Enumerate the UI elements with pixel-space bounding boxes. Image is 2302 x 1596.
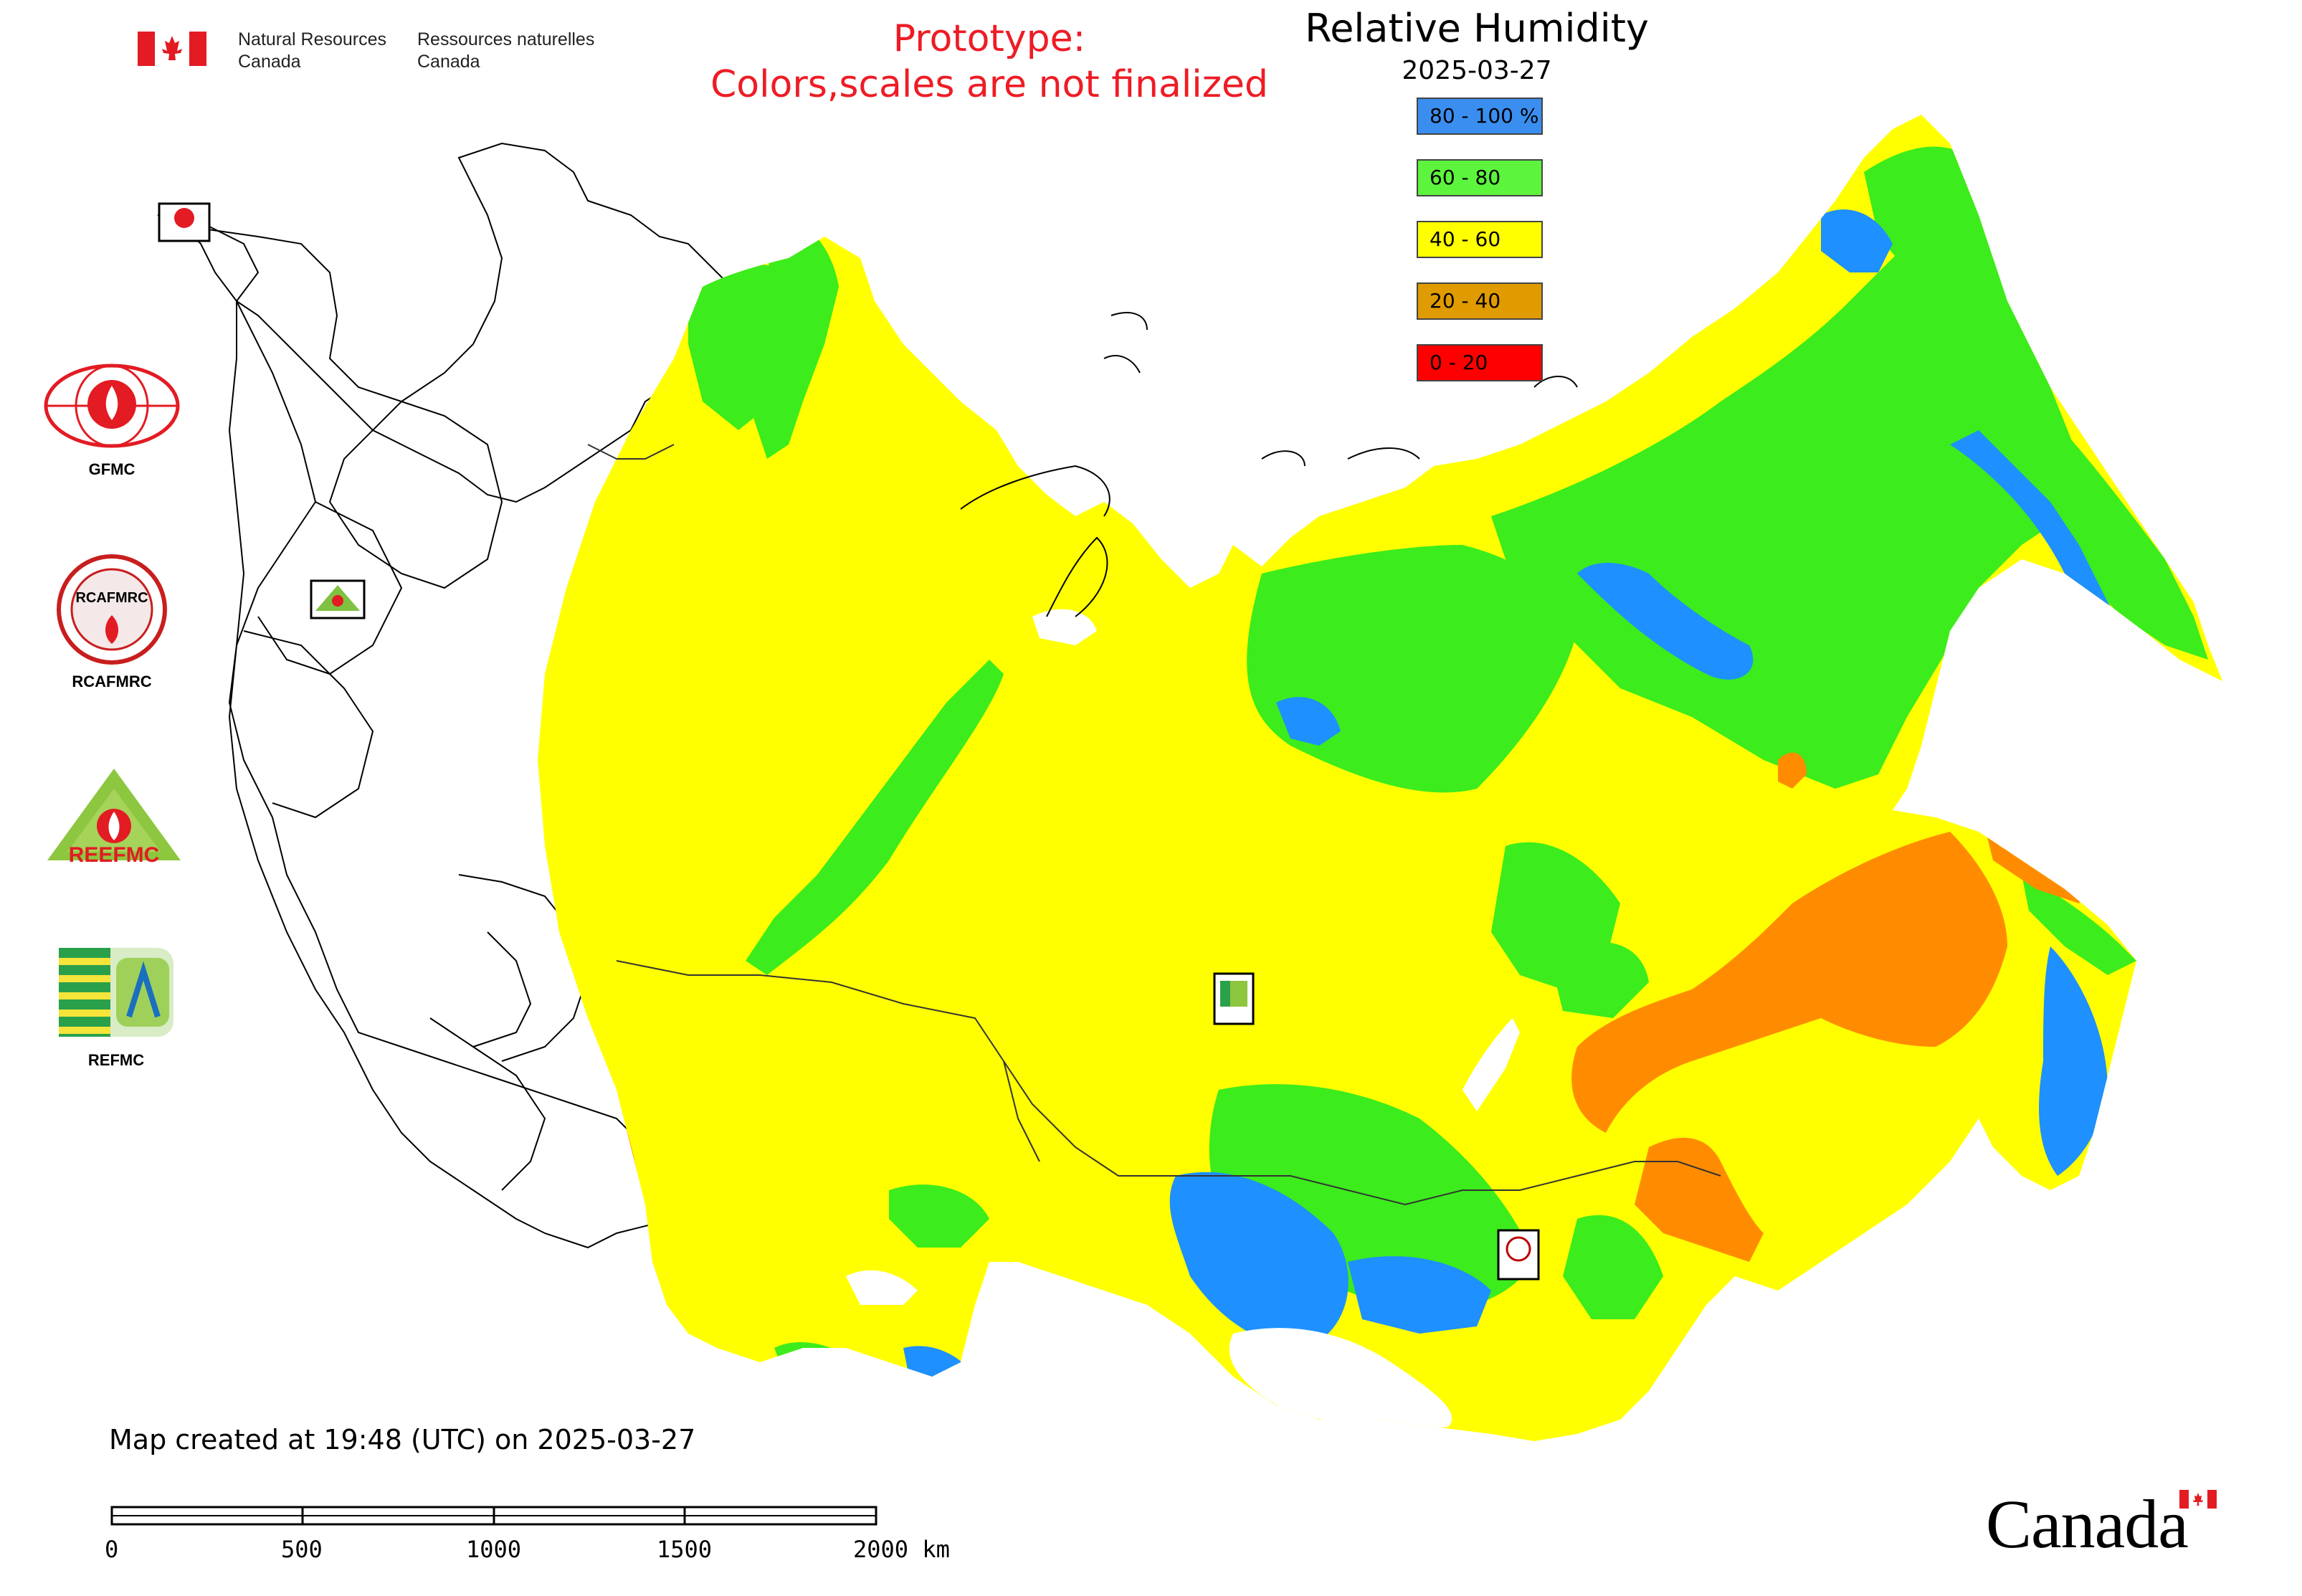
rcafmrc-marker-icon	[1497, 1229, 1540, 1281]
canada-wordmark-text: Canada	[1986, 1486, 2189, 1562]
rcafmrc-label: RCAFMRC	[72, 673, 152, 690]
scale-bar	[109, 1504, 883, 1529]
refmc-marker-icon	[1213, 972, 1255, 1025]
reefmc-logo: REEFMC	[39, 767, 189, 875]
agency-name-fr: Ressources naturelles Canada	[417, 29, 595, 72]
scale-label-1000: 1000	[466, 1536, 522, 1563]
canada-wordmark: Canada	[1986, 1484, 2230, 1563]
legend-item-40-60: 40 - 60	[1417, 221, 1543, 258]
map-created-text: Map created at 19:48 (UTC) on 2025-03-27	[109, 1424, 696, 1455]
legend-item-0-20: 0 - 20	[1417, 344, 1543, 381]
svg-text:REEFMC: REEFMC	[69, 843, 160, 867]
legend-item-80-100: 80 - 100 %	[1417, 98, 1543, 135]
agency-name-en: Natural Resources Canada	[238, 29, 387, 72]
rcafmrc-logo: RCAFMRC RCAFMRC	[54, 552, 169, 690]
refmc-logo: REFMC	[59, 948, 173, 1091]
legend-item-20-40: 20 - 40	[1417, 282, 1543, 320]
gfmc-logo: GFMC	[40, 361, 184, 478]
canada-flag-icon	[138, 32, 206, 66]
scale-label-2000: 2000 km	[853, 1536, 950, 1563]
scale-label-1500: 1500	[657, 1536, 713, 1563]
refmc-label: REFMC	[87, 1051, 145, 1069]
map-title: Relative Humidity	[1305, 6, 1649, 51]
humidity-fill	[538, 115, 2222, 1441]
reefmc-marker-icon	[310, 579, 366, 619]
scale-label-500: 500	[281, 1536, 323, 1563]
map-date: 2025-03-27	[1402, 56, 1552, 85]
scale-label-0: 0	[105, 1536, 119, 1563]
prototype-notice: Prototype: Colors,scales are not finaliz…	[710, 17, 1269, 106]
gfmc-marker-icon	[158, 202, 211, 242]
wordmark-flag-icon	[2179, 1490, 2217, 1509]
legend-item-60-80: 60 - 80	[1417, 159, 1543, 196]
gfmc-label: GFMC	[88, 460, 135, 478]
svg-text:RCAFMRC: RCAFMRC	[75, 590, 148, 606]
